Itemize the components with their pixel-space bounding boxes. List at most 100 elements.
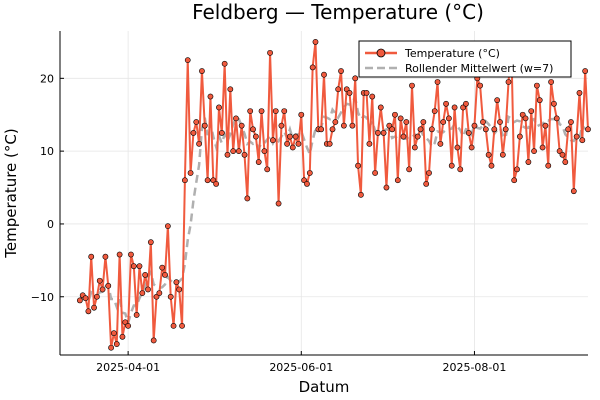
y-axis-label: Temperature (°C)	[2, 128, 20, 258]
temperature-point	[497, 119, 503, 125]
temperature-point	[434, 79, 441, 85]
temperature-point	[576, 89, 583, 96]
temperature-point	[125, 322, 132, 329]
temperature-point	[193, 119, 200, 125]
temperature-point	[318, 126, 325, 133]
temperature-point	[201, 122, 208, 129]
temperature-point	[454, 144, 461, 151]
legend-label-temperature: Temperature (°C)	[404, 47, 500, 60]
temperature-point	[321, 71, 327, 78]
temperature-point	[218, 130, 225, 136]
temperature-point	[199, 68, 205, 74]
y-tick-label: 0	[47, 218, 54, 231]
x-axis-ticks: 2025-04-01 2025-06-01 2025-08-01	[96, 351, 506, 374]
temperature-point	[534, 82, 540, 89]
x-axis-label: Datum	[299, 378, 350, 396]
temperature-point	[383, 184, 390, 191]
legend-box	[358, 40, 572, 78]
temperature-point	[329, 126, 336, 133]
temperature-point	[284, 140, 290, 147]
temperature-point	[309, 64, 316, 71]
temperature-point	[196, 140, 202, 147]
temperature-point	[167, 293, 174, 300]
temperature-point	[133, 312, 140, 318]
temperature-point	[170, 322, 177, 329]
temperature-point	[545, 162, 552, 169]
y-tick-label: 20	[40, 72, 54, 85]
temperature-point	[150, 337, 157, 344]
temperature-point	[88, 253, 95, 260]
temperature-point	[392, 111, 398, 118]
temperature-point	[357, 191, 364, 198]
legend-marker-temperature	[376, 48, 386, 58]
temperature-point	[108, 344, 114, 351]
temperature-point	[539, 144, 546, 151]
temperature-point	[463, 100, 469, 107]
temperature-point	[76, 297, 83, 304]
temperature-point	[164, 223, 171, 230]
temperature-point	[304, 180, 310, 187]
series-layer	[76, 39, 591, 351]
temperature-point	[411, 144, 418, 151]
temperature-point	[562, 159, 569, 165]
temperature-point	[275, 200, 282, 207]
temperature-point	[338, 68, 344, 74]
temperature-point	[542, 122, 549, 129]
x-tick-label: 2025-04-01	[96, 361, 160, 374]
temperature-point	[394, 177, 401, 184]
temperature-point	[213, 180, 220, 187]
chart-title: Feldberg — Temperature (°C)	[192, 0, 484, 24]
temperature-point	[204, 177, 211, 184]
temperature-point	[332, 119, 339, 125]
y-tick-label: 10	[40, 145, 54, 158]
temperature-point	[553, 115, 560, 122]
temperature-point	[306, 170, 313, 176]
temperature-point	[298, 111, 305, 118]
temperature-point	[190, 130, 197, 136]
temperature-point	[94, 293, 100, 300]
temperature-point	[250, 126, 256, 133]
temperature-point	[525, 159, 532, 165]
temperature-point	[570, 188, 577, 195]
temperature-point	[477, 82, 484, 89]
temperature-point	[156, 290, 163, 297]
temperature-point	[162, 272, 168, 278]
temperature-point	[221, 60, 228, 67]
temperature-point	[451, 104, 458, 111]
temperature-point	[99, 286, 106, 293]
legend-label-rolling-mean: Rollender Mittelwert (w=7)	[405, 62, 553, 75]
temperature-point	[292, 133, 299, 140]
temperature-point	[485, 151, 492, 158]
temperature-point	[536, 97, 543, 104]
temperature-point	[426, 170, 432, 176]
temperature-point	[207, 93, 214, 100]
temperature-point	[85, 308, 92, 315]
temperature-point	[255, 159, 262, 165]
temperature-point	[267, 49, 273, 56]
temperature-point	[443, 100, 449, 107]
temperature-point	[116, 251, 123, 258]
temperature-point	[111, 330, 117, 337]
y-axis-ticks: −10 0 10 20	[31, 72, 64, 304]
temperature-point	[233, 115, 239, 122]
temperature-point	[264, 166, 271, 173]
temperature-point	[499, 151, 506, 158]
temperature-point	[142, 272, 149, 278]
temperature-point	[113, 341, 120, 347]
temperature-point	[559, 151, 566, 158]
temperature-point	[445, 115, 452, 122]
y-tick-label: −10	[31, 291, 54, 304]
temperature-point	[468, 144, 475, 151]
temperature-point	[224, 151, 231, 158]
temperature-point	[136, 263, 143, 270]
temperature-point	[511, 177, 518, 184]
temperature-point	[247, 108, 254, 114]
temperature-point	[406, 166, 413, 173]
temperature-point	[346, 89, 353, 96]
temperature-point	[230, 148, 237, 155]
temperature-point	[377, 104, 384, 111]
temperature-point	[179, 322, 185, 329]
temperature-point	[505, 79, 512, 85]
legend: Temperature (°C) Rollender Mittelwert (w…	[358, 40, 572, 78]
temperature-point	[423, 180, 430, 187]
